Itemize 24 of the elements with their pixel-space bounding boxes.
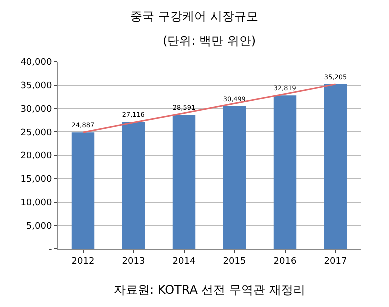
y-tick-label: 5,000 [26,222,52,232]
x-tick-label: 2014 [172,256,196,267]
chart-subtitle: (단위: 백만 위안) [163,34,256,48]
y-tick-label: 35,000 [20,82,52,92]
y-tick-label: 40,000 [20,58,52,68]
bar [274,96,297,249]
y-tick-label: 30,000 [20,104,52,115]
x-tick-label: 2016 [274,256,297,267]
text: 자료원: KOTRA 선전 무역관 재정리 [114,283,306,297]
chart-title: 중국 구강케어 시장규모 [130,10,258,24]
x-tick-label: 2017 [324,256,348,267]
x-tick-label: 2012 [72,256,95,267]
bar [72,132,95,249]
y-tick-label: 25,000 [20,128,52,138]
bar [324,84,348,249]
x-tick-label: 2013 [122,256,146,267]
y-tick-label: 15,000 [20,175,52,186]
bar [122,122,146,249]
y-tick-label: - [48,245,52,256]
bar [223,106,246,249]
y-tick-label: 20,000 [20,152,52,162]
x-tick-label: 2015 [223,256,246,267]
y-tick-label: 10,000 [20,198,52,208]
bar [172,115,196,249]
